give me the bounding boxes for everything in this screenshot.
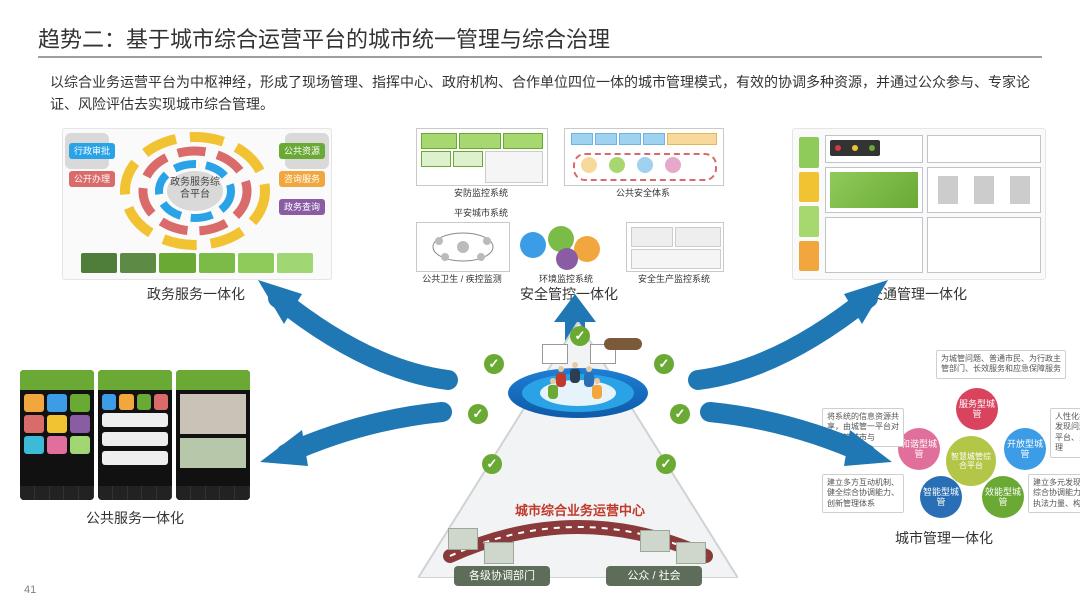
check-icon-5: ✓: [670, 404, 690, 424]
panel-gov-service: 政务服务综合平台 公开办理 行政审批 公共资源 咨询服务 政务查询: [62, 128, 332, 280]
page-number: 41: [24, 584, 36, 596]
p3-box-f: [927, 217, 1041, 273]
p1-core: 政务服务综合平台: [167, 171, 223, 211]
p5-note-4: 建立多元发现机制、健全综合协调能力、创建高效执法力量、构建“三个中心”: [1028, 474, 1080, 513]
building-icon-2: [484, 542, 514, 564]
check-icon-6: ✓: [656, 454, 676, 474]
panel-label-4: 公共服务一体化: [20, 508, 250, 528]
panel-public-service: [20, 370, 250, 500]
p1-chip-3: 咨询服务: [279, 171, 325, 187]
title-underline: [38, 56, 1042, 58]
p2-sub-b: [564, 128, 724, 186]
p2-sub-d: [516, 222, 616, 270]
p3-box-d: [927, 167, 1041, 213]
panel-label-5: 城市管理一体化: [828, 528, 1060, 548]
p1-chip-1: 行政审批: [69, 143, 115, 159]
p5-bubble-4: 效能型城管: [982, 476, 1024, 518]
p5-bubble-2: 开放型城管: [1004, 428, 1046, 470]
p5-bubble-1: 和谐型城管: [898, 428, 940, 470]
building-icon-3: [640, 530, 670, 552]
building-icon-4: [676, 542, 706, 564]
phone-1: [20, 370, 94, 500]
p3-box-c: [825, 167, 923, 213]
p2-sub-c: [416, 222, 510, 272]
p2-lbl-f: 平安城市系统: [416, 206, 546, 219]
page-subtitle: 以综合业务运营平台为中枢神经，形成了现场管理、指挥中心、政府机构、合作单位四位一…: [50, 72, 1040, 115]
check-icon-4: ✓: [654, 354, 674, 374]
p2-sub-e: [626, 222, 724, 272]
p5-bubble-3: 智能型城管: [920, 476, 962, 518]
p2-lbl-a: 安防监控系统: [416, 186, 546, 199]
check-icon-1: ✓: [484, 354, 504, 374]
center-hub: [508, 344, 648, 484]
phone-3: [176, 370, 250, 500]
p3-box-b: [927, 135, 1041, 163]
p5-bubble-0: 服务型城管: [956, 388, 998, 430]
slide-root: 趋势二：基于城市综合运营平台的城市统一管理与综合治理 以综合业务运营平台为中枢神…: [0, 0, 1080, 608]
check-icon-3: ✓: [482, 454, 502, 474]
base-right: 公众 / 社会: [606, 566, 702, 586]
p1-chip-0: 公开办理: [69, 171, 115, 187]
p5-note-2: 人性化执法、多渠道发现问题、规范服务平台、多渠道评价管理: [1050, 408, 1080, 458]
p3-box-e: [825, 217, 923, 273]
base-road: [440, 516, 716, 570]
phone-1-grid: [24, 394, 90, 482]
p2-sub-a: [416, 128, 548, 186]
panel-security: 安防监控系统 公共安全体系 平安城市系统 公共卫生 / 疾控监测 环境监控系统: [416, 128, 722, 278]
p5-note-0: 为城管问题、普通市民、为行政主管部门、长效服务和应急保障服务: [936, 350, 1066, 379]
p3-category-strip: [799, 137, 819, 271]
p5-center: 智慧城管综合平台: [946, 436, 996, 486]
p3-box-a: [825, 135, 923, 163]
page-title: 趋势二：基于城市综合运营平台的城市统一管理与综合治理: [38, 22, 610, 54]
p1-bottom-bar: [81, 253, 313, 273]
p1-chip-4: 政务查询: [279, 199, 325, 215]
check-icon-2: ✓: [468, 404, 488, 424]
p2-lbl-b: 公共安全体系: [564, 186, 722, 199]
scene-meeting: [594, 330, 652, 354]
phone-2: [98, 370, 172, 500]
check-icon-7: ✓: [570, 326, 590, 346]
building-icon-1: [448, 528, 478, 550]
base-left: 各级协调部门: [454, 566, 550, 586]
center-pyramid: ✓ ✓ ✓ ✓ ✓ ✓ ✓ 城市综合业务运营中心 各级协调部门 公众 / 社会: [418, 318, 738, 578]
p1-chip-2: 公共资源: [279, 143, 325, 159]
panel-traffic: [792, 128, 1046, 280]
